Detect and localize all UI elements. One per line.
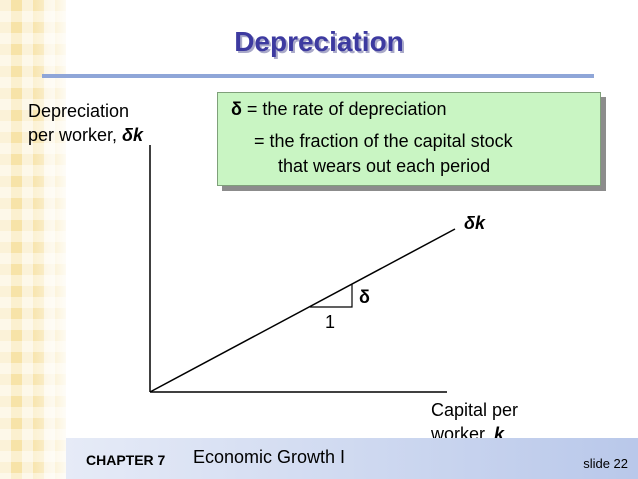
y-axis-label-symbol: δk xyxy=(122,125,144,145)
definition-box: δ = the rate of depreciation = the fract… xyxy=(217,92,601,186)
depreciation-line xyxy=(149,228,456,393)
y-axis-label-line1: Depreciation xyxy=(28,101,130,121)
slide-title: Depreciation xyxy=(234,26,404,57)
left-band-fade xyxy=(30,0,66,479)
run-label: 1 xyxy=(325,312,336,332)
slope-triangle xyxy=(310,284,353,308)
definition-line1: δ = the rate of depreciation xyxy=(231,99,447,120)
title-divider xyxy=(42,74,594,78)
topic-label: Economic Growth I xyxy=(193,447,346,467)
slide-number: slide 22 xyxy=(583,456,628,471)
definition-symbol: δ xyxy=(231,99,242,119)
definition-line1-text: = the rate of depreciation xyxy=(241,99,447,119)
definition-line2: = the fraction of the capital stock xyxy=(254,131,513,151)
y-axis-label-line2: per worker, δk xyxy=(28,123,143,147)
chapter-label: CHAPTER 7 xyxy=(86,452,166,468)
line-label: δk xyxy=(464,213,485,233)
slide-footer: CHAPTER 7 Economic Growth I slide 22 xyxy=(66,438,638,479)
y-axis-label-text: per worker, xyxy=(28,125,123,145)
x-axis-label-line1: Capital per xyxy=(431,400,519,420)
definition-line3: that wears out each period xyxy=(278,156,491,176)
y-axis-label: Depreciation per worker, δk xyxy=(28,99,143,147)
x-axis-label-symbol: k xyxy=(494,424,505,444)
slope-label: δ xyxy=(359,287,370,307)
